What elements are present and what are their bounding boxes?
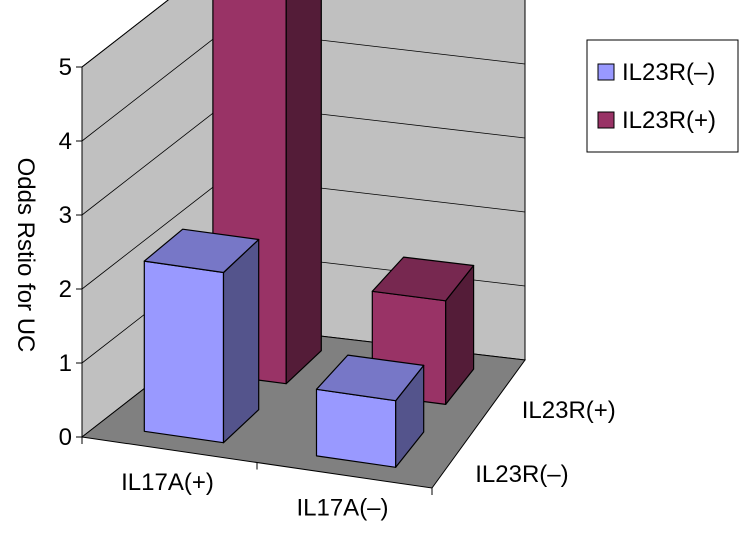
- bar-front-face: [143, 260, 225, 444]
- legend-swatch: [597, 111, 615, 129]
- bar: [315, 354, 425, 468]
- legend-entry: IL23R(+): [622, 107, 716, 134]
- bar-top-face: [371, 256, 475, 302]
- y-tick-label: 0: [59, 424, 72, 451]
- gridline: [81, 0, 169, 68]
- legend-box: [586, 39, 739, 153]
- y-tick-label: 2: [59, 276, 72, 303]
- bar-top-face: [143, 228, 260, 274]
- legend: IL23R(–) IL23R(+): [586, 39, 739, 153]
- y-tick-label: 4: [59, 128, 72, 155]
- bar: [143, 228, 260, 444]
- legend-entry: IL23R(–): [622, 59, 715, 86]
- category-label: IL17A(+): [121, 469, 214, 496]
- bar-side-face: [285, 0, 322, 385]
- legend-swatch: [597, 63, 615, 81]
- bar-top-face: [315, 354, 425, 402]
- bar-front-face: [315, 388, 397, 468]
- y-tick-label: 5: [59, 54, 72, 81]
- y-axis-label: Odds Rstio for UC: [12, 158, 39, 353]
- chart-axis-labels: 0 1 2 3 4 5 IL17A(+) IL17A(–) IL23R(+) IL23R(–): [59, 54, 616, 521]
- depth-label: IL23R(+): [522, 397, 616, 424]
- y-tick-label: 1: [59, 350, 72, 377]
- bar-side-face: [222, 238, 260, 444]
- depth-label: IL23R(–): [475, 461, 568, 488]
- category-label: IL17A(–): [296, 494, 388, 521]
- y-tick-label: 3: [59, 202, 72, 229]
- chart-bars: [143, 0, 475, 468]
